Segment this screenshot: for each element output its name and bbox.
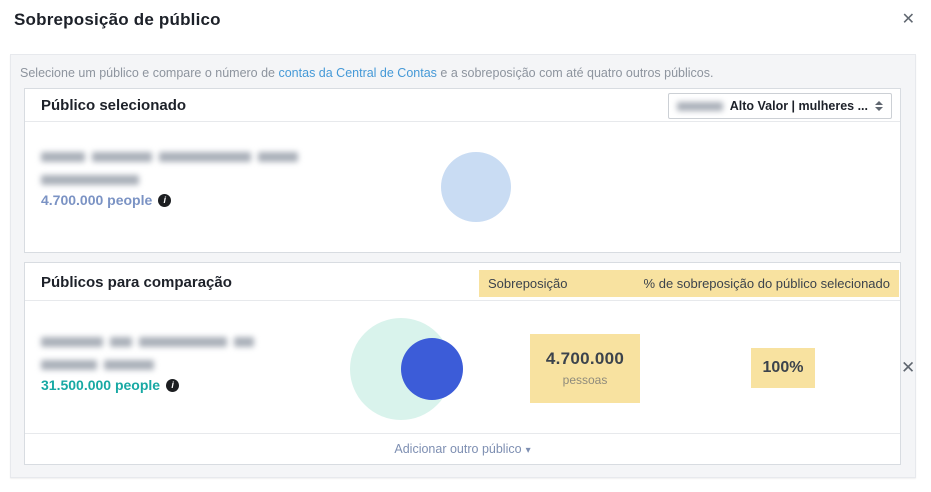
audience-select-value: Alto Valor | mulheres ... — [729, 99, 868, 113]
dialog-subtitle: Selecione um público e compare o número … — [20, 66, 713, 80]
page-title: Sobreposição de público — [14, 10, 221, 29]
comparison-title: Públicos para comparação — [41, 274, 232, 291]
chevron-down-icon: ▾ — [525, 445, 531, 456]
comparison-header: Públicos para comparação Sobreposição % … — [25, 263, 900, 301]
selected-audience-card: Público selecionado Alto Valor | mulhere… — [24, 88, 901, 253]
selected-audience-circle — [441, 152, 511, 222]
redacted-comparison-name-line1 — [41, 337, 254, 347]
column-header-percent: % de sobreposição do público selecionado — [643, 276, 890, 291]
overlap-count-cell: 4.700.000 pessoas — [530, 334, 640, 403]
accounts-center-link[interactable]: contas da Central de Contas — [278, 66, 437, 80]
redacted-comparison-name-line2 — [41, 360, 154, 370]
info-icon[interactable]: i — [158, 193, 172, 207]
redacted-audience-name-line1 — [41, 152, 298, 162]
remove-audience-icon[interactable]: ✕ — [901, 358, 916, 377]
selected-audience-size: 4.700.000 people i — [41, 192, 172, 208]
selected-audience-title: Público selecionado — [41, 97, 187, 114]
close-icon[interactable]: ✕ — [901, 11, 915, 28]
overlap-circle — [401, 338, 463, 400]
redacted-select-prefix — [676, 101, 723, 111]
comparison-audience-size: 31.500.000 people i — [41, 377, 180, 393]
dialog-body-panel: Selecione um público e compare o número … — [10, 54, 916, 478]
selected-audience-header: Público selecionado Alto Valor | mulhere… — [25, 89, 900, 122]
subtitle-text-before: Selecione um público e compare o número … — [20, 66, 279, 80]
row-divider — [25, 433, 900, 434]
redacted-audience-name-line2 — [41, 175, 139, 185]
comparison-audiences-card: Públicos para comparação Sobreposição % … — [24, 262, 915, 465]
overlap-unit: pessoas — [562, 373, 608, 387]
overlap-percent-cell: 100% — [751, 348, 815, 388]
comparison-column-headers: Sobreposição % de sobreposição do públic… — [479, 270, 899, 297]
overlap-count: 4.700.000 — [545, 349, 625, 368]
sort-arrows-icon — [875, 101, 883, 111]
column-header-overlap: Sobreposição — [488, 276, 568, 291]
info-icon[interactable]: i — [166, 378, 180, 392]
subtitle-text-after: e a sobreposição com até quatro outros p… — [436, 66, 714, 80]
audience-select[interactable]: Alto Valor | mulheres ... — [667, 93, 892, 119]
add-audience-link[interactable]: Adicionar outro público ▾ — [394, 442, 531, 456]
